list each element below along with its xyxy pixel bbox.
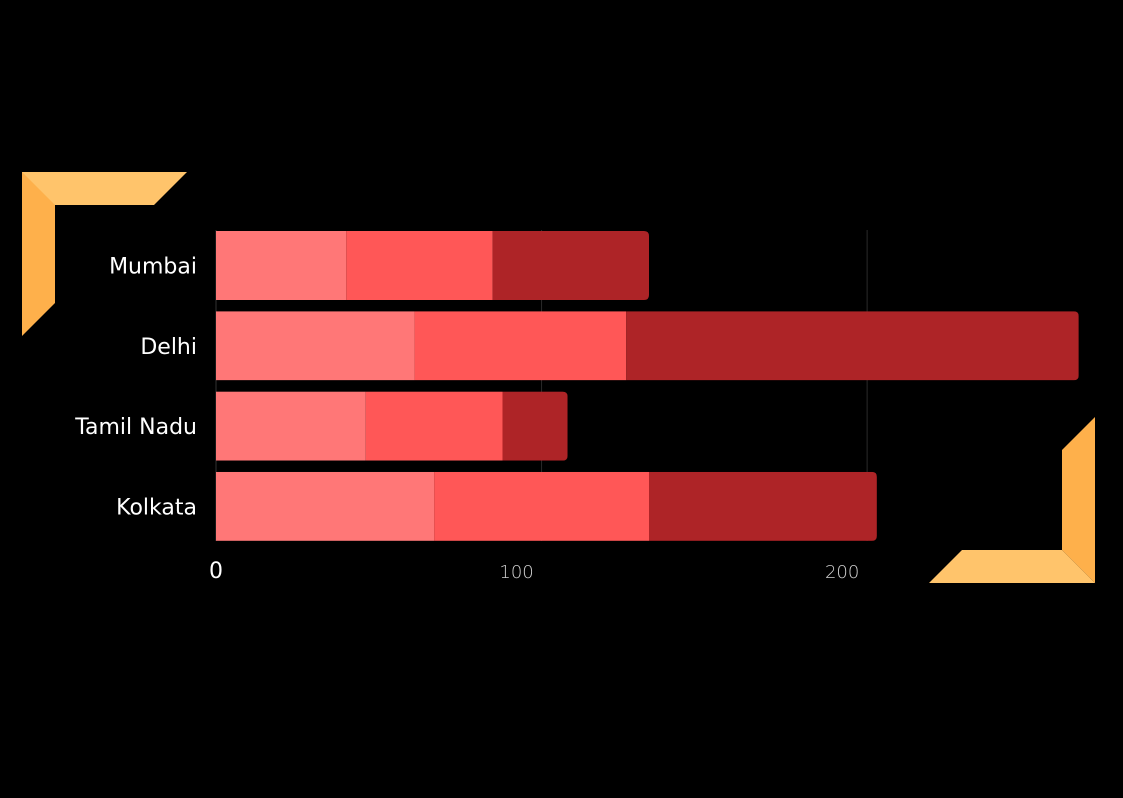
top-left-bracket-top-arm xyxy=(22,172,187,205)
bar-segment xyxy=(502,391,568,461)
bar-segment xyxy=(414,311,627,381)
bar-segment xyxy=(216,471,435,541)
x-axis-tick-labels: 0 100 200 xyxy=(209,559,859,584)
bar-group xyxy=(216,311,1079,381)
bottom-right-bracket-bottom-arm xyxy=(929,550,1095,583)
bar-segment xyxy=(216,231,347,300)
bar-segment xyxy=(365,391,503,461)
bar-group xyxy=(216,231,649,300)
category-label: Tamil Nadu xyxy=(74,415,197,440)
bar-segment xyxy=(346,231,493,300)
bottom-right-bracket-side-arm xyxy=(1062,417,1095,583)
category-label: Kolkata xyxy=(116,495,197,520)
bar-segment xyxy=(649,471,877,541)
bar-group xyxy=(216,471,877,541)
category-labels: Mumbai Delhi Tamil Nadu Kolkata xyxy=(74,255,197,521)
bar-segment xyxy=(626,311,1079,381)
bar-group xyxy=(216,391,568,461)
x-tick-label: 0 xyxy=(209,559,223,584)
bar-segment xyxy=(216,391,366,461)
decorative-brackets xyxy=(22,172,1095,583)
bar-segments xyxy=(216,231,1079,541)
category-label: Mumbai xyxy=(109,255,197,280)
category-label: Delhi xyxy=(140,335,197,360)
top-left-bracket-side-arm xyxy=(22,172,55,336)
bar-segment xyxy=(434,471,649,541)
bar-segment xyxy=(216,311,415,381)
bar-segment xyxy=(492,231,649,300)
x-tick-label: 200 xyxy=(825,562,859,583)
x-tick-label: 100 xyxy=(499,562,533,583)
